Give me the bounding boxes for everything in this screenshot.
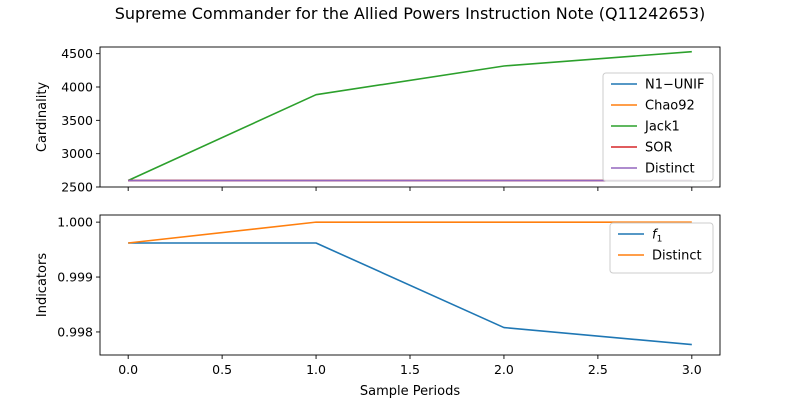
y-tick-label: 0.999 bbox=[57, 270, 93, 285]
y-tick-label: 0.998 bbox=[57, 324, 93, 339]
legend-label: Distinct bbox=[645, 162, 695, 177]
y-axis-label: Cardinality bbox=[35, 82, 50, 153]
x-tick-label: 1.0 bbox=[306, 362, 326, 377]
y-tick-label: 4500 bbox=[61, 46, 93, 61]
legend-label: Chao92 bbox=[645, 99, 695, 114]
legend-label: Jack1 bbox=[644, 120, 680, 135]
figure-title: Supreme Commander for the Allied Powers … bbox=[115, 4, 706, 23]
x-tick-label: 3.0 bbox=[682, 362, 702, 377]
y-tick-label: 4000 bbox=[61, 80, 93, 95]
cardinality-panel: 2500 3000 3500 4000 4500 Cardinality N1−UNIF Ch… bbox=[35, 46, 721, 195]
x-tick-label: 1.5 bbox=[400, 362, 420, 377]
x-tick-label: 0.5 bbox=[212, 362, 232, 377]
legend-label: SOR bbox=[645, 141, 673, 156]
series-line-2 bbox=[127, 50, 692, 182]
x-tick-label: 0.0 bbox=[118, 362, 138, 377]
legend-label: Distinct bbox=[652, 249, 702, 264]
y-tick-label: 1.000 bbox=[57, 215, 93, 230]
legend: N1−UNIF Chao92 Jack1 SOR Distinct bbox=[602, 72, 714, 182]
y-tick-label: 2500 bbox=[61, 180, 93, 195]
legend: f1 Distinct bbox=[609, 222, 714, 274]
y-tick-label: 3500 bbox=[61, 113, 93, 128]
legend-box bbox=[602, 72, 714, 182]
x-axis-label: Sample Periods bbox=[360, 384, 460, 399]
legend-label: f1 bbox=[652, 228, 662, 245]
series-line-1 bbox=[128, 221, 692, 244]
x-tick-label: 2.5 bbox=[588, 362, 608, 377]
y-tick-label: 3000 bbox=[61, 146, 93, 161]
indicators-panel: 0.0 0.5 1.0 1.5 2.0 2.5 3.0 0.998 0.999 1.000 Indi… bbox=[35, 214, 721, 399]
legend-box bbox=[609, 222, 714, 274]
y-axis-label: Indicators bbox=[35, 253, 50, 317]
series-line-0 bbox=[128, 242, 692, 346]
x-tick-label: 2.0 bbox=[494, 362, 514, 377]
legend-label: N1−UNIF bbox=[645, 78, 704, 93]
